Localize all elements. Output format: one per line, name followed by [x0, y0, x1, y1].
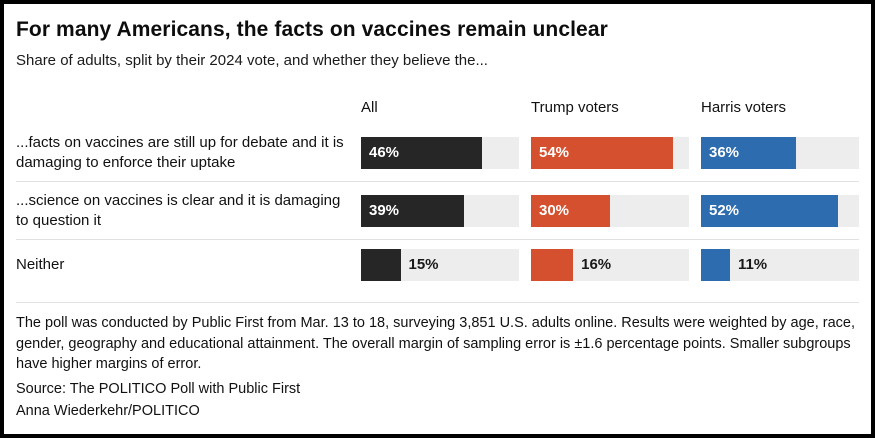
source-line: Source: The POLITICO Poll with Public Fi… [16, 380, 301, 397]
methodology-note: The poll was conducted by Public First f… [16, 315, 856, 373]
column-header-trump-voters: Trump voters [531, 99, 619, 116]
bar-track: 46% [361, 136, 519, 169]
bar-value: 11% [737, 256, 768, 273]
bar-cell: 16% [531, 249, 689, 281]
bar-track: 16% [531, 249, 689, 281]
bar-cell: 30% [531, 194, 689, 227]
bar-cell: 36% [701, 136, 859, 169]
bar-track: 54% [531, 136, 689, 169]
bar-value: 16% [581, 256, 612, 273]
bar-value: 52% [709, 201, 740, 219]
bar-value: 54% [539, 143, 570, 161]
chart-row: ...science on vaccines is clear and it i… [16, 181, 859, 239]
row-label: Neither [16, 256, 65, 274]
bar [531, 249, 574, 281]
chart-footer: The poll was conducted by Public First f… [16, 302, 859, 422]
credit-line: Anna Wiederkehr/POLITICO [16, 403, 200, 420]
bar [701, 194, 838, 227]
bar-track: 15% [361, 249, 519, 281]
bar-track: 11% [701, 249, 859, 281]
chart-title: For many Americans, the facts on vaccine… [16, 18, 608, 41]
bar-cell: 39% [361, 194, 519, 227]
bar [361, 136, 483, 169]
bar [701, 249, 730, 281]
column-headers: All Trump voters Harris voters [16, 99, 859, 116]
bar [701, 136, 796, 169]
row-label: ...facts on vaccines are still up for de… [16, 134, 344, 171]
bar-track: 36% [701, 136, 859, 169]
bar-cell: 15% [361, 249, 519, 281]
column-header-all: All [361, 99, 378, 116]
bar-value: 46% [369, 143, 400, 161]
bar-value: 36% [709, 143, 740, 161]
chart-row: ...facts on vaccines are still up for de… [16, 124, 859, 181]
column-header-harris-voters: Harris voters [701, 99, 787, 116]
bar-value: 39% [369, 201, 400, 219]
bar [531, 194, 610, 227]
chart-subtitle: Share of adults, split by their 2024 vot… [16, 52, 488, 69]
bar-cell: 46% [361, 136, 519, 169]
chart-row: Neither 15% 16% 11% [16, 239, 859, 290]
bar [531, 136, 674, 169]
bar-cell: 54% [531, 136, 689, 169]
bar [361, 194, 464, 227]
chart-rows: ...facts on vaccines are still up for de… [16, 124, 859, 290]
bar-value: 15% [408, 256, 439, 273]
bar-track: 30% [531, 194, 689, 227]
bar-track: 39% [361, 194, 519, 227]
bar-track: 52% [701, 194, 859, 227]
bar-cell: 52% [701, 194, 859, 227]
bar-cell: 11% [701, 249, 859, 281]
bar-chart: All Trump voters Harris voters ...facts … [16, 99, 859, 290]
bar-value: 30% [539, 201, 570, 219]
row-label: ...science on vaccines is clear and it i… [16, 192, 341, 229]
bar [361, 249, 401, 281]
